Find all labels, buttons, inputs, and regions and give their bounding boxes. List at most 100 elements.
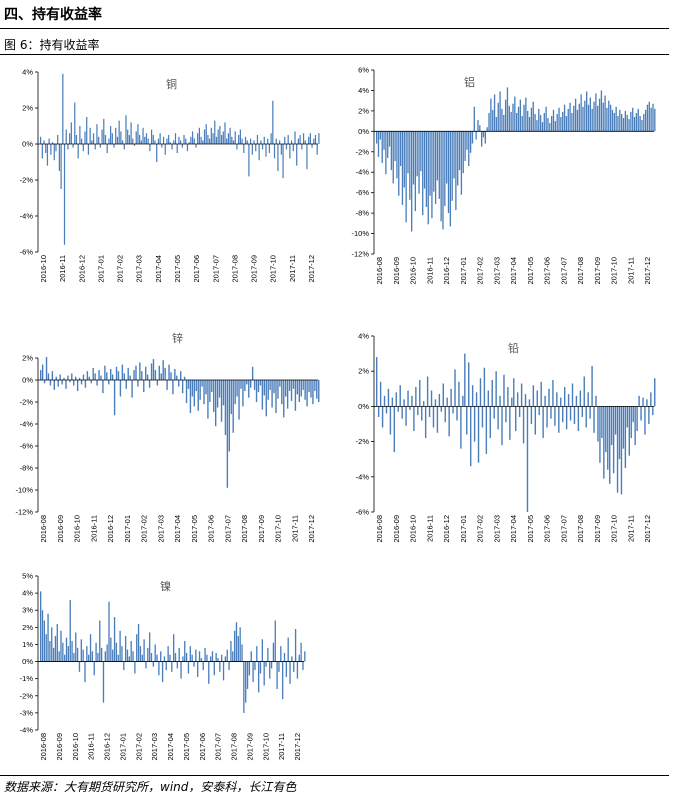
bar <box>409 406 411 410</box>
bar <box>580 94 582 132</box>
bar <box>199 380 201 400</box>
bar <box>423 131 426 189</box>
bar <box>50 144 52 155</box>
bar <box>176 144 178 153</box>
x-tick-label: 2016-11 <box>58 255 67 282</box>
bar <box>621 113 623 132</box>
bar <box>495 371 497 407</box>
bar <box>314 135 317 144</box>
bar <box>292 380 295 389</box>
bar <box>618 406 621 460</box>
y-tick-label: -4% <box>20 212 34 221</box>
bar <box>473 406 476 442</box>
bar <box>80 380 83 385</box>
bar <box>263 136 265 144</box>
bar <box>110 637 112 662</box>
bar <box>287 135 289 144</box>
bar <box>314 380 316 391</box>
bar <box>82 649 84 662</box>
bar <box>399 131 402 167</box>
y-tick-label: -2% <box>356 147 370 156</box>
bar <box>241 138 243 144</box>
bar <box>111 374 114 380</box>
bar <box>127 367 129 380</box>
bar <box>181 144 183 148</box>
bar <box>61 380 63 385</box>
bar <box>261 639 263 662</box>
bar <box>76 647 79 662</box>
x-tick-label: 2017-11 <box>288 255 297 282</box>
bar <box>185 138 187 144</box>
bar <box>102 661 105 703</box>
bar <box>92 367 94 380</box>
bar <box>444 406 446 423</box>
x-tick-label: 2017-04 <box>154 255 163 283</box>
bar <box>612 406 615 474</box>
y-tick-label: -6% <box>356 508 370 517</box>
bar <box>534 406 537 435</box>
bar <box>118 120 120 144</box>
bar <box>272 100 274 144</box>
bar <box>231 136 233 144</box>
x-tick-label: 2017-12 <box>643 257 652 285</box>
bar <box>497 102 499 132</box>
x-tick-label: 2017-10 <box>274 515 283 543</box>
bar <box>224 380 227 435</box>
bar <box>413 406 415 432</box>
bar <box>422 401 425 407</box>
bar <box>256 135 259 144</box>
bar <box>246 140 248 144</box>
x-tick-label: 2016-08 <box>375 515 384 543</box>
bar <box>82 144 84 152</box>
bar <box>250 380 252 388</box>
bar <box>89 634 92 662</box>
bar <box>158 365 161 380</box>
bar <box>142 127 144 144</box>
bar <box>106 372 108 380</box>
bar <box>84 131 86 144</box>
bar <box>60 630 62 662</box>
bar <box>619 109 621 132</box>
chart-title: 铝 <box>464 75 475 89</box>
bar <box>598 98 601 132</box>
bar <box>391 397 394 407</box>
bar <box>409 131 411 200</box>
bar <box>214 120 216 144</box>
bar <box>176 375 178 380</box>
bar <box>523 104 525 132</box>
bar <box>397 406 399 412</box>
bar <box>137 124 139 144</box>
bar <box>462 131 464 174</box>
bar <box>300 642 302 662</box>
bar <box>578 103 580 132</box>
bar <box>308 380 310 393</box>
bar <box>648 101 650 132</box>
bar <box>297 138 300 144</box>
bar <box>173 634 175 662</box>
bar <box>40 370 42 380</box>
x-tick-label: 2017-01 <box>123 515 132 543</box>
x-tick-label: 2017-01 <box>118 733 127 761</box>
bar <box>448 406 450 437</box>
bar <box>449 131 452 227</box>
bar <box>293 661 295 672</box>
bar <box>311 144 313 148</box>
bar <box>91 140 93 144</box>
bar <box>646 104 649 132</box>
bar <box>86 117 88 144</box>
bar <box>640 406 642 421</box>
x-tick-label: 2017-04 <box>509 515 518 543</box>
bar <box>88 376 91 380</box>
bar <box>111 133 113 144</box>
bar <box>554 121 557 132</box>
bar <box>240 380 242 389</box>
bar <box>206 654 208 662</box>
y-tick-label: -8% <box>20 464 34 473</box>
x-tick-label: 2016-11 <box>89 515 98 542</box>
bar <box>45 356 48 380</box>
bar <box>403 399 405 407</box>
bar <box>271 380 273 408</box>
bar <box>550 406 552 419</box>
bar <box>562 406 564 423</box>
bar <box>219 661 221 672</box>
